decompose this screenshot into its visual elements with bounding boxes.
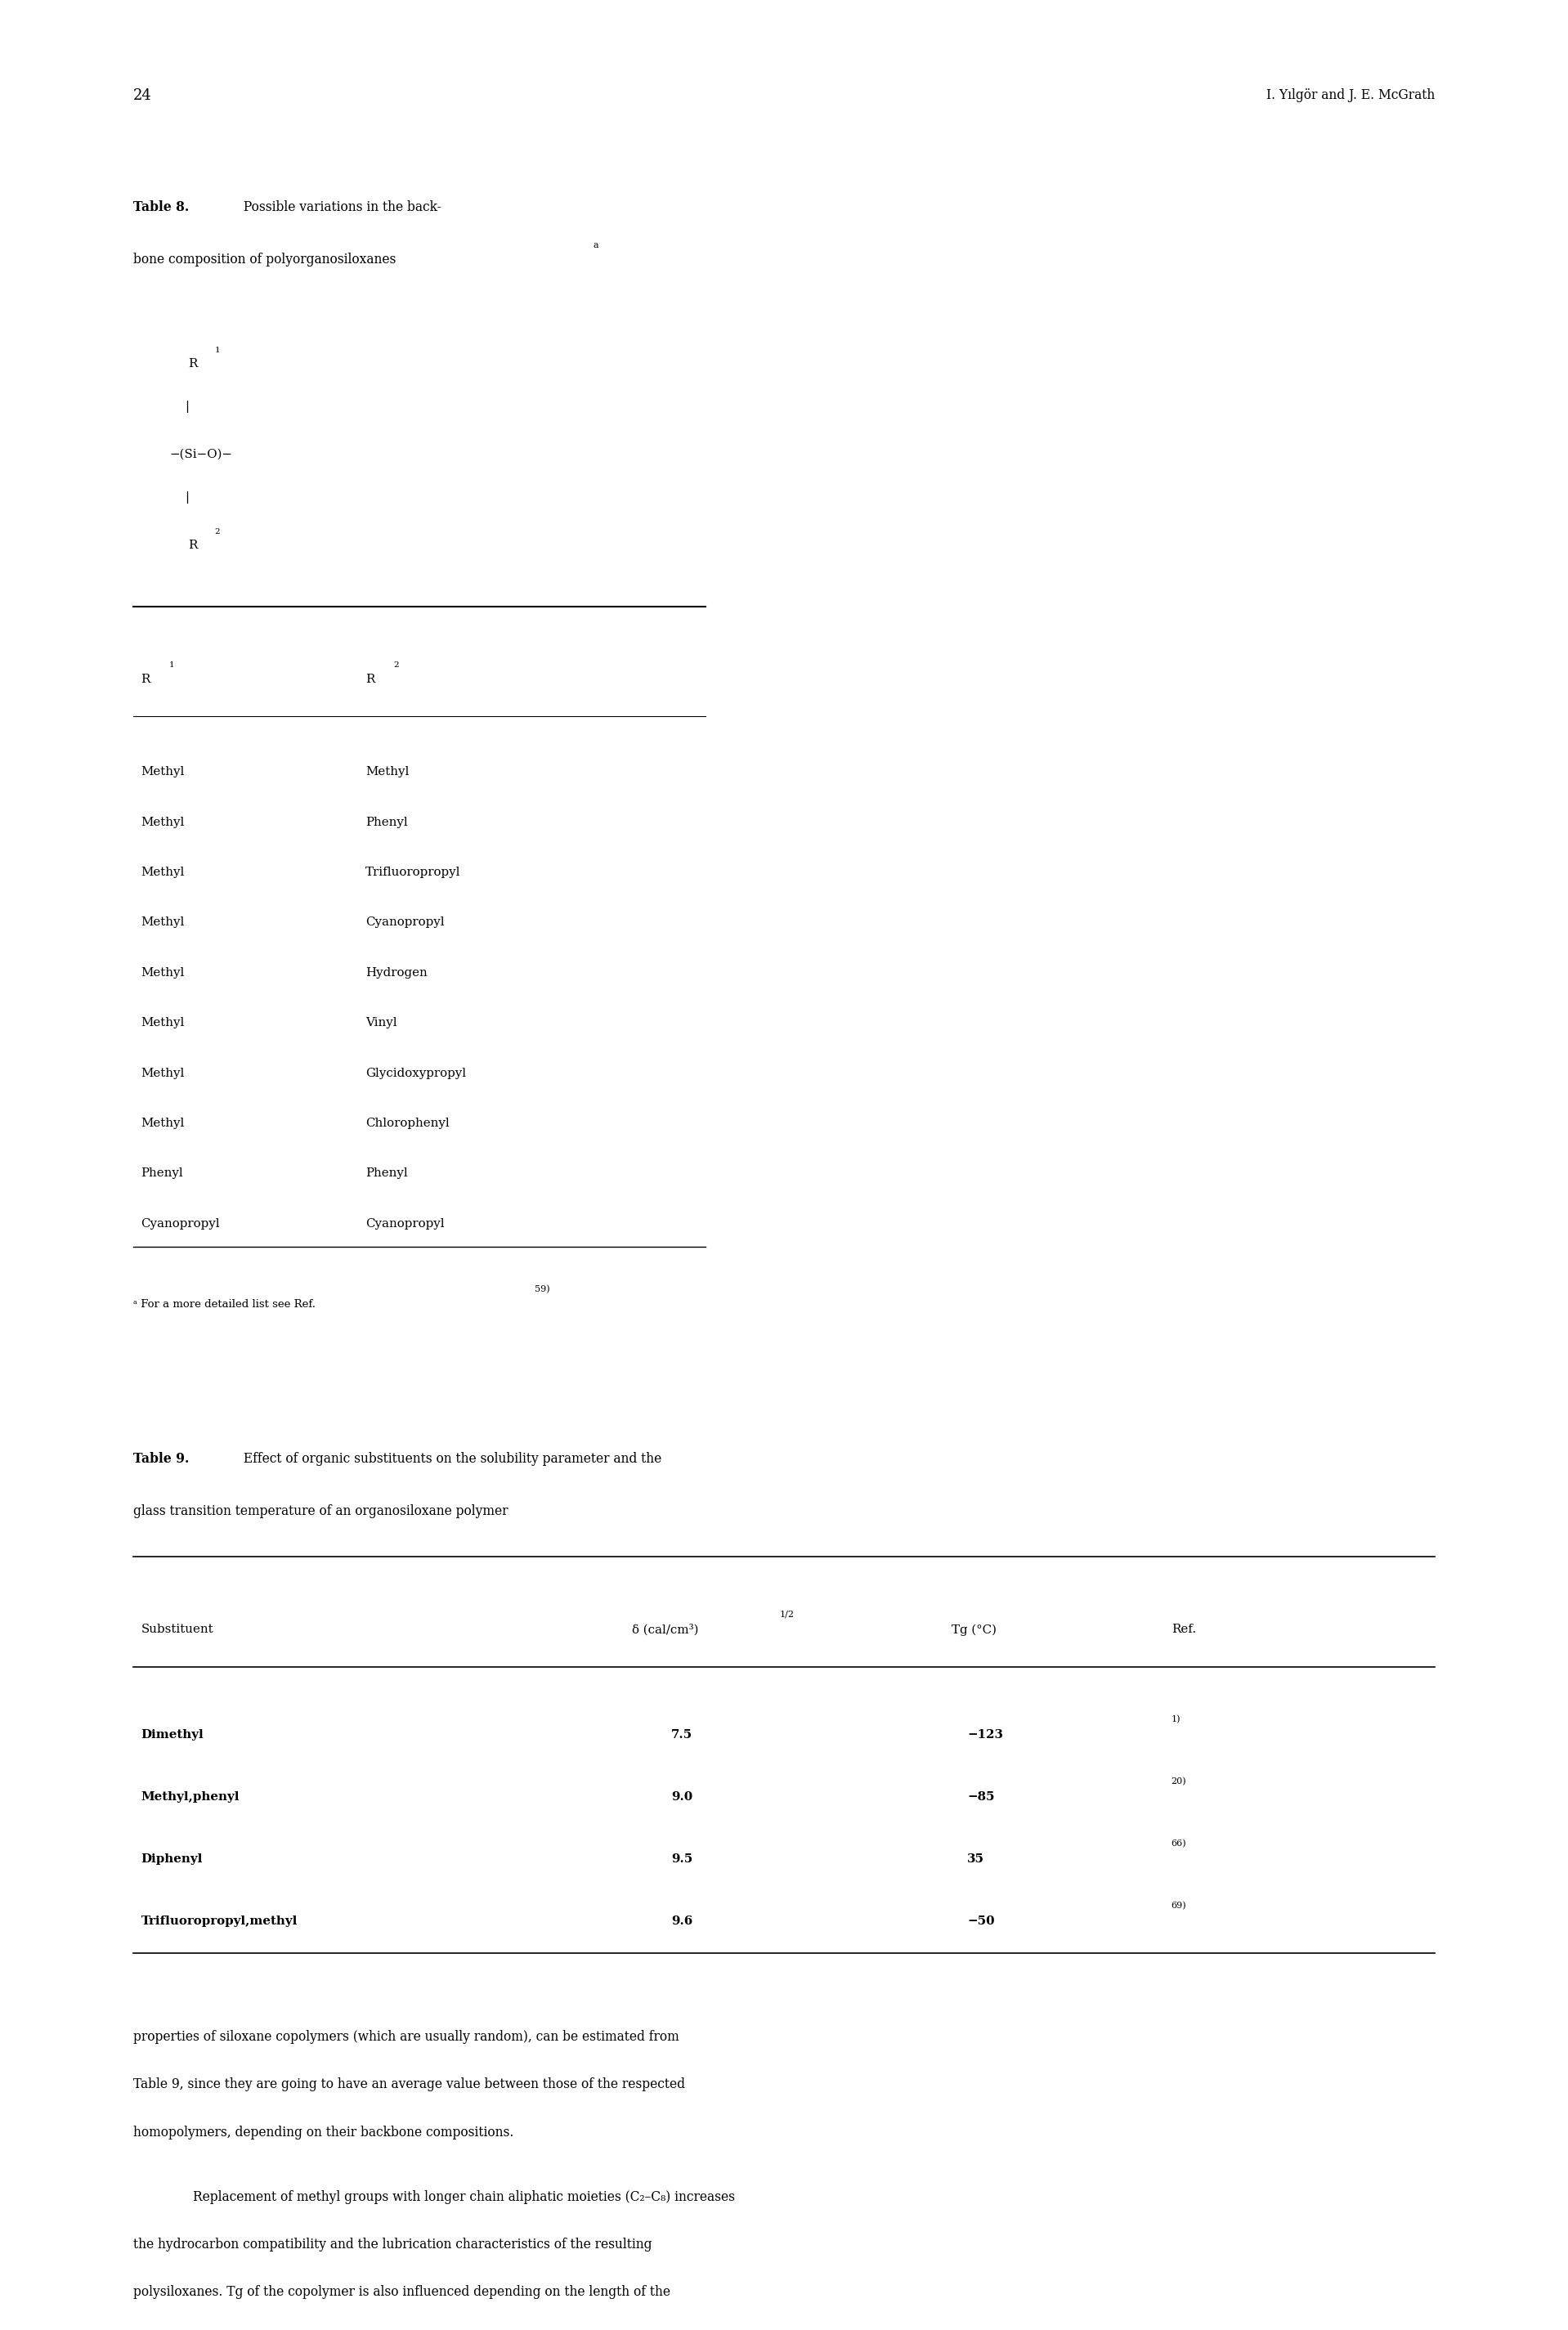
Text: Cyanopropyl: Cyanopropyl	[141, 1219, 220, 1230]
Text: Phenyl: Phenyl	[365, 815, 408, 827]
Text: Methyl: Methyl	[141, 1067, 185, 1079]
Text: δ (cal/cm³): δ (cal/cm³)	[632, 1624, 698, 1636]
Text: Table 8.: Table 8.	[133, 200, 190, 214]
Text: R: R	[188, 541, 198, 550]
Text: Methyl,phenyl: Methyl,phenyl	[141, 1792, 240, 1803]
Text: Methyl: Methyl	[365, 767, 409, 778]
Text: Phenyl: Phenyl	[141, 1167, 183, 1179]
Text: Table 9, since they are going to have an average value between those of the resp: Table 9, since they are going to have an…	[133, 2078, 685, 2092]
Text: −123: −123	[967, 1729, 1004, 1741]
Text: |: |	[185, 492, 190, 503]
Text: Ref.: Ref.	[1171, 1624, 1196, 1636]
Text: Phenyl: Phenyl	[365, 1167, 408, 1179]
Text: R: R	[141, 673, 151, 685]
Text: Possible variations in the back-: Possible variations in the back-	[240, 200, 442, 214]
Text: homopolymers, depending on their backbone compositions.: homopolymers, depending on their backbon…	[133, 2125, 514, 2139]
Text: Methyl: Methyl	[141, 967, 185, 979]
Text: 2: 2	[394, 662, 398, 669]
Text: Substituent: Substituent	[141, 1624, 213, 1636]
Text: 7.5: 7.5	[671, 1729, 693, 1741]
Text: Table 9.: Table 9.	[133, 1452, 190, 1466]
Text: 20): 20)	[1171, 1778, 1187, 1785]
Text: 1): 1)	[1171, 1715, 1181, 1724]
Text: 35: 35	[967, 1852, 985, 1864]
Text: 69): 69)	[1171, 1901, 1187, 1911]
Text: Methyl: Methyl	[141, 1018, 185, 1028]
Text: R: R	[365, 673, 375, 685]
Text: 24: 24	[133, 89, 152, 103]
Text: 66): 66)	[1171, 1838, 1187, 1848]
Text: Chlorophenyl: Chlorophenyl	[365, 1118, 450, 1130]
Text: −(Si−O)−: −(Si−O)−	[169, 450, 232, 461]
Text: 1: 1	[215, 347, 220, 354]
Text: 1: 1	[169, 662, 174, 669]
Text: 9.6: 9.6	[671, 1915, 693, 1927]
Text: Diphenyl: Diphenyl	[141, 1852, 202, 1864]
Text: glass transition temperature of an organosiloxane polymer: glass transition temperature of an organ…	[133, 1505, 508, 1519]
Text: 9.0: 9.0	[671, 1792, 693, 1803]
Text: Tg (°C): Tg (°C)	[952, 1624, 997, 1636]
Text: Methyl: Methyl	[141, 1118, 185, 1130]
Text: 59): 59)	[535, 1286, 550, 1293]
Text: Cyanopropyl: Cyanopropyl	[365, 916, 444, 927]
Text: the hydrocarbon compatibility and the lubrication characteristics of the resulti: the hydrocarbon compatibility and the lu…	[133, 2237, 652, 2251]
Text: Methyl: Methyl	[141, 815, 185, 827]
Text: polysiloxanes. Tg of the copolymer is also influenced depending on the length of: polysiloxanes. Tg of the copolymer is al…	[133, 2286, 671, 2300]
Text: Glycidoxypropyl: Glycidoxypropyl	[365, 1067, 466, 1079]
Text: ᵃ For a more detailed list see Ref.: ᵃ For a more detailed list see Ref.	[133, 1298, 315, 1309]
Text: −50: −50	[967, 1915, 996, 1927]
Text: |: |	[185, 401, 190, 412]
Text: Effect of organic substituents on the solubility parameter and the: Effect of organic substituents on the so…	[240, 1452, 662, 1466]
Text: Cyanopropyl: Cyanopropyl	[365, 1219, 444, 1230]
Text: I. Yılgör and J. E. McGrath: I. Yılgör and J. E. McGrath	[1265, 89, 1435, 103]
Text: Vinyl: Vinyl	[365, 1018, 397, 1028]
Text: Trifluoropropyl,methyl: Trifluoropropyl,methyl	[141, 1915, 298, 1927]
Text: R: R	[188, 359, 198, 370]
Text: 2: 2	[215, 529, 220, 536]
Text: properties of siloxane copolymers (which are usually random), can be estimated f: properties of siloxane copolymers (which…	[133, 2029, 679, 2043]
Text: 9.5: 9.5	[671, 1852, 693, 1864]
Text: Replacement of methyl groups with longer chain aliphatic moieties (C₂–C₈) increa: Replacement of methyl groups with longer…	[193, 2190, 735, 2204]
Text: Dimethyl: Dimethyl	[141, 1729, 204, 1741]
Text: Trifluoropropyl: Trifluoropropyl	[365, 867, 461, 878]
Text: Hydrogen: Hydrogen	[365, 967, 426, 979]
Text: −85: −85	[967, 1792, 994, 1803]
Text: a: a	[593, 242, 597, 249]
Text: bone composition of polyorganosiloxanes: bone composition of polyorganosiloxanes	[133, 254, 397, 268]
Text: Methyl: Methyl	[141, 767, 185, 778]
Text: Methyl: Methyl	[141, 916, 185, 927]
Text: 1/2: 1/2	[779, 1610, 793, 1617]
Text: Methyl: Methyl	[141, 867, 185, 878]
